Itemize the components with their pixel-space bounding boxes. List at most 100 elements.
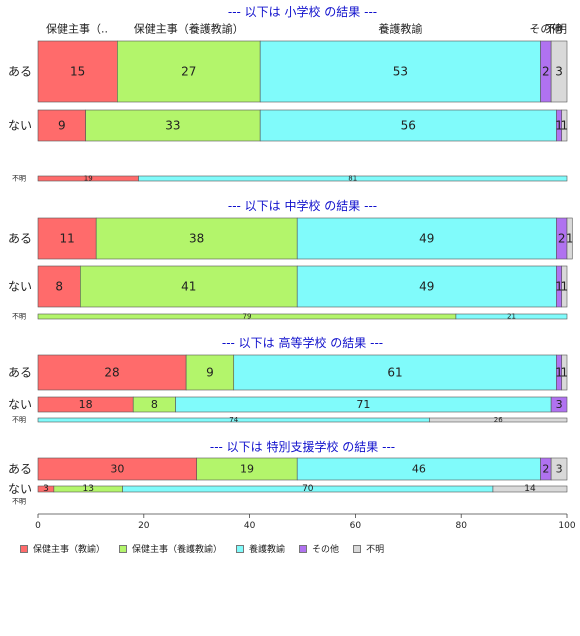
bar-value-label: 3 <box>555 65 563 79</box>
bar-value-label: 26 <box>494 416 503 424</box>
bar-segment <box>550 40 568 103</box>
bar-value-label: 56 <box>401 119 416 133</box>
row-label: 不明 <box>12 416 26 424</box>
top-label: その他 <box>529 23 562 36</box>
bar-value-label: 79 <box>242 313 251 321</box>
row-label: ある <box>8 366 32 380</box>
bar-value-label: 8 <box>151 398 158 411</box>
bar-segment <box>561 265 568 308</box>
bar-value-label: 19 <box>84 175 93 183</box>
bar-value-label: 71 <box>356 398 370 411</box>
row-label: ある <box>8 65 32 79</box>
legend-item: 保健主事（教諭） <box>20 542 105 555</box>
bar-value-label: 9 <box>58 119 66 133</box>
bar-segment <box>259 109 557 142</box>
bar-segment <box>561 354 568 391</box>
bar-segment <box>37 265 81 308</box>
x-tick-label: 40 <box>244 521 256 531</box>
bar-segment <box>117 40 261 103</box>
chart-legend: 保健主事（教諭） 保健主事（養護教諭） 養護教諭 その他 不明 <box>20 542 398 555</box>
x-tick-label: 60 <box>350 521 362 531</box>
bar-segment <box>550 396 568 413</box>
top-label: 保健主事（養護教諭） <box>134 22 244 36</box>
legend-label: 不明 <box>366 545 385 555</box>
bar-value-label: 14 <box>524 484 536 494</box>
bar-value-label: 1 <box>566 232 574 246</box>
bar-segment <box>492 485 568 493</box>
bar-segment <box>138 175 568 182</box>
bar-value-label: 15 <box>70 65 85 79</box>
panel-title: --- 以下は 特別支援学校 の結果 --- <box>210 439 395 454</box>
bar-value-label: 2 <box>542 65 550 79</box>
bar-segment <box>550 457 568 481</box>
bar-value-label: 2 <box>542 463 549 476</box>
row-label: ある <box>8 232 32 246</box>
bar-value-label: 1 <box>561 119 569 133</box>
row-label: 不明 <box>12 313 26 321</box>
bar-value-label: 3 <box>556 398 563 411</box>
legend-item: 養護教諭 <box>236 542 285 555</box>
bar-segment <box>296 217 557 260</box>
bar-value-label: 49 <box>419 280 434 294</box>
row-label: ない <box>8 398 32 412</box>
row-label: ある <box>8 462 32 476</box>
bar-value-label: 81 <box>348 175 357 183</box>
bar-value-label: 18 <box>79 398 93 411</box>
bar-value-label: 9 <box>206 366 214 380</box>
bar-value-label: 61 <box>387 366 402 380</box>
panel-title: --- 以下は 小学校 の結果 --- <box>228 4 377 19</box>
row-label: ない <box>8 119 32 133</box>
bar-value-label: 1 <box>555 119 563 133</box>
top-label: 養護教諭 <box>378 22 422 36</box>
bar-segment <box>429 417 568 423</box>
bar-segment <box>95 217 298 260</box>
bar-value-label: 2 <box>558 232 566 246</box>
legend-label: その他 <box>312 545 340 555</box>
row-label: 不明 <box>12 498 26 506</box>
bar-value-label: 46 <box>412 463 426 476</box>
panel-title: --- 以下は 中学校 の結果 --- <box>228 198 377 213</box>
legend-swatch <box>299 544 308 553</box>
bar-segment <box>455 313 568 320</box>
x-tick-label: 20 <box>138 521 150 531</box>
bar-value-label: 3 <box>43 484 49 494</box>
bar-value-label: 53 <box>393 65 408 79</box>
row-label: ない <box>8 280 32 294</box>
row-label: 不明 <box>12 175 26 183</box>
bar-value-label: 8 <box>55 280 63 294</box>
x-tick-label: 100 <box>558 521 575 531</box>
bar-value-label: 1 <box>555 280 563 294</box>
bar-value-label: 33 <box>165 119 180 133</box>
bar-segment <box>561 109 568 142</box>
bar-value-label: 70 <box>302 484 314 494</box>
bar-value-label: 49 <box>419 232 434 246</box>
legend-label: 保健主事（養護教諭） <box>132 545 223 555</box>
top-label: 不明 <box>545 23 567 36</box>
bar-value-label: 1 <box>561 280 569 294</box>
legend-item: 不明 <box>353 542 384 555</box>
legend-swatch <box>236 544 245 553</box>
bar-value-label: 1 <box>561 366 569 380</box>
bar-value-label: 1 <box>555 366 563 380</box>
legend-swatch <box>119 544 128 553</box>
bar-value-label: 3 <box>556 463 563 476</box>
bar-segment <box>80 265 298 308</box>
legend-swatch <box>353 544 362 553</box>
bar-value-label: 13 <box>83 484 94 494</box>
bar-segment <box>37 217 97 260</box>
legend-label: 養護教諭 <box>249 545 286 555</box>
bar-segment <box>37 354 187 391</box>
legend-item: その他 <box>299 542 339 555</box>
bar-value-label: 28 <box>104 366 119 380</box>
bar-value-label: 41 <box>181 280 196 294</box>
bar-value-label: 30 <box>110 463 124 476</box>
x-tick-label: 80 <box>455 521 467 531</box>
row-label: ない <box>8 482 32 496</box>
bar-value-label: 38 <box>189 232 204 246</box>
bar-value-label: 74 <box>229 416 238 424</box>
x-tick-label: 0 <box>35 521 41 531</box>
legend-item: 保健主事（養護教諭） <box>119 542 222 555</box>
bar-value-label: 19 <box>240 463 254 476</box>
bar-value-label: 27 <box>181 65 196 79</box>
bar-segment <box>566 217 573 260</box>
